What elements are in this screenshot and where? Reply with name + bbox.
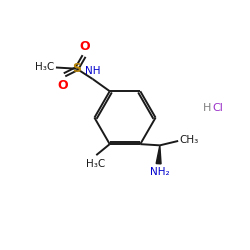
Text: NH₂: NH₂ [150, 167, 170, 177]
Text: O: O [79, 40, 90, 52]
Text: H₃C: H₃C [86, 159, 106, 169]
Text: S: S [72, 62, 81, 75]
Text: O: O [57, 79, 68, 92]
Text: H: H [203, 103, 211, 113]
Text: Cl: Cl [212, 103, 223, 113]
Text: H₃C: H₃C [35, 62, 54, 72]
Text: NH: NH [85, 66, 101, 76]
Polygon shape [156, 145, 161, 164]
Text: CH₃: CH₃ [180, 135, 199, 145]
